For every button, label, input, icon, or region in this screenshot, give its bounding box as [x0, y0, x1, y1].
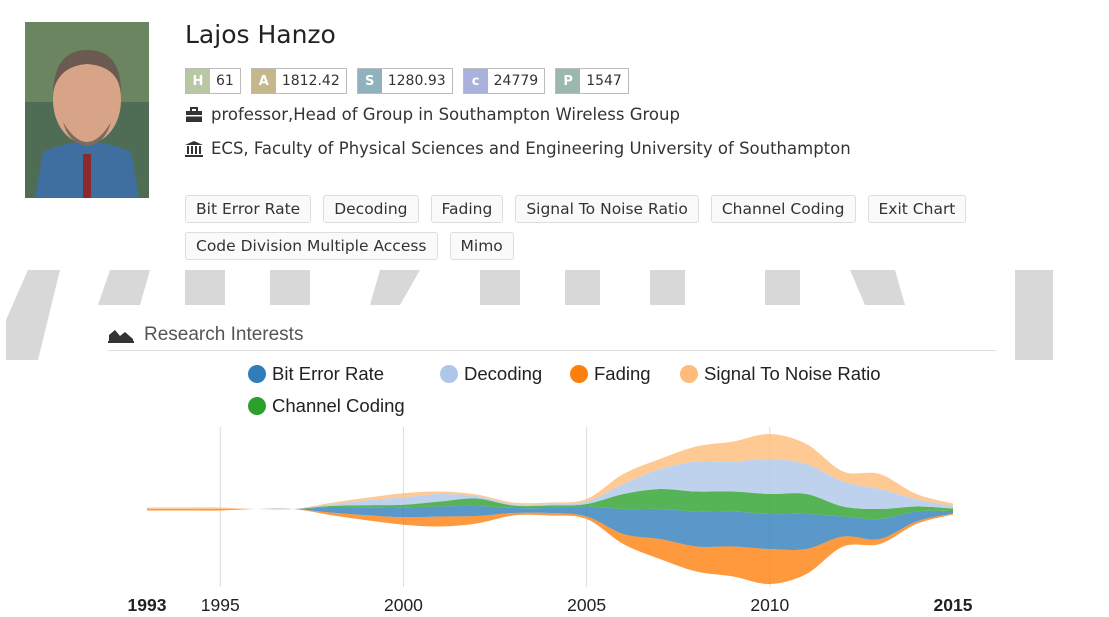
section-title: Research Interests — [144, 324, 303, 346]
area-chart-icon — [108, 327, 134, 343]
position-row: professor,Head of Group in Southampton W… — [185, 105, 680, 124]
affiliation-row: ECS, Faculty of Physical Sciences and En… — [185, 139, 851, 158]
position: professor,Head of Group in Southampton W… — [211, 105, 680, 124]
x-tick-label: 2015 — [934, 595, 973, 615]
section-header: Research Interests — [108, 320, 996, 351]
metric-value: 1280.93 — [382, 73, 452, 89]
affiliation: ECS, Faculty of Physical Sciences and En… — [211, 139, 851, 158]
tag[interactable]: Channel Coding — [711, 195, 856, 223]
x-tick-label: 1993 — [128, 595, 167, 615]
legend-swatch — [248, 365, 266, 383]
metric-label: H — [186, 69, 210, 93]
tag[interactable]: Mimo — [450, 232, 514, 260]
metric-label: c — [464, 69, 488, 93]
legend-label: Decoding — [464, 363, 542, 384]
institution-icon — [185, 141, 203, 157]
x-tick-label: 2000 — [384, 595, 423, 615]
metric-label: S — [358, 69, 382, 93]
tags: Bit Error Rate Decoding Fading Signal To No… — [185, 195, 995, 260]
metric-value: 1812.42 — [276, 73, 346, 89]
legend-swatch — [248, 397, 266, 415]
legend-label: Fading — [594, 363, 651, 384]
legend-label: Channel Coding — [272, 395, 405, 416]
legend-swatch — [440, 365, 458, 383]
legend-swatch — [680, 365, 698, 383]
x-tick-label: 1995 — [201, 595, 240, 615]
page: Lajos Hanzo H61 A1812.42 S1280.93 c24779 P15… — [0, 0, 1109, 617]
metric-value: 24779 — [488, 73, 545, 89]
tag[interactable]: Exit Chart — [868, 195, 967, 223]
x-tick-label: 2010 — [750, 595, 789, 615]
briefcase-icon — [185, 107, 203, 123]
metric-label: P — [556, 69, 580, 93]
tag[interactable]: Bit Error Rate — [185, 195, 311, 223]
tag[interactable]: Code Division Multiple Access — [185, 232, 438, 260]
tag[interactable]: Fading — [431, 195, 504, 223]
legend-label: Bit Error Rate — [272, 363, 384, 384]
profile-photo — [25, 22, 149, 198]
legend-swatch — [570, 365, 588, 383]
tag[interactable]: Signal To Noise Ratio — [515, 195, 699, 223]
x-tick-label: 2005 — [567, 595, 606, 615]
chart: Bit Error Rate Decoding Fading Signal To No… — [0, 355, 1109, 617]
profile-name: Lajos Hanzo — [185, 20, 336, 49]
tag[interactable]: Decoding — [323, 195, 418, 223]
metric-label: A — [252, 69, 276, 93]
metric-value: 61 — [210, 73, 240, 89]
metric-value: 1547 — [580, 73, 628, 89]
legend-label: Signal To Noise Ratio — [704, 363, 881, 384]
